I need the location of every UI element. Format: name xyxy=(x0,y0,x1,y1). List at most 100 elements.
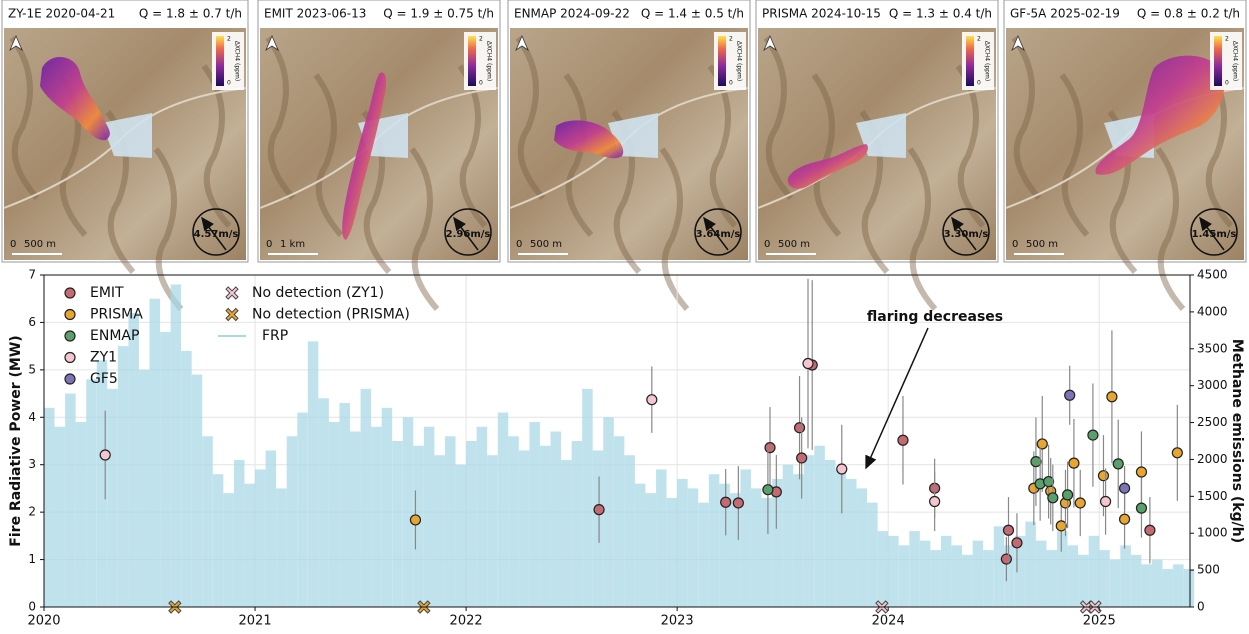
emission-point xyxy=(1120,514,1130,524)
frp-bar xyxy=(181,351,192,607)
frp-bar xyxy=(519,450,530,607)
colorbar-min: 0 xyxy=(227,80,231,87)
emission-point xyxy=(733,498,743,508)
emission-point xyxy=(1056,521,1066,531)
y2-axis-title: Methane emissions (kg/h) xyxy=(1229,339,1245,543)
frp-bar xyxy=(171,284,182,607)
frp-bar xyxy=(192,375,203,607)
emission-point xyxy=(1136,503,1146,513)
x-tick-label: 2023 xyxy=(661,614,694,629)
scale-label: 1 km xyxy=(280,239,305,250)
frp-bar xyxy=(667,498,678,607)
data-layer xyxy=(44,279,1194,613)
frp-bar xyxy=(656,469,667,607)
frp-bar xyxy=(382,408,393,607)
y-tick-label: 3 xyxy=(28,457,36,471)
frp-bar xyxy=(276,488,287,607)
panel-emission: Q = 0.8 ± 0.2 t/h xyxy=(1137,7,1240,21)
emission-point xyxy=(1069,458,1079,468)
frp-bar xyxy=(392,441,403,607)
frp-bar xyxy=(44,408,55,607)
frp-bar xyxy=(255,469,266,607)
y2-tick-label: 3000 xyxy=(1197,378,1228,392)
frp-bar xyxy=(614,436,625,607)
frp-bar xyxy=(593,450,604,607)
scale-label: 500 m xyxy=(1026,239,1058,250)
frp-bar xyxy=(403,417,414,607)
colorbar-min: 0 xyxy=(479,80,483,87)
frp-bar xyxy=(466,441,477,607)
frp-bar xyxy=(572,441,583,607)
frp-bar xyxy=(1163,569,1174,607)
frp-bar xyxy=(118,346,129,607)
x-tick-label: 2020 xyxy=(27,614,60,629)
frp-bar xyxy=(456,465,467,607)
frp-bar xyxy=(762,498,773,607)
legend-label: ENMAP xyxy=(90,328,139,344)
panel-emission: Q = 1.8 ± 0.7 t/h xyxy=(139,7,242,21)
frp-bar xyxy=(508,436,519,607)
colorbar xyxy=(966,36,974,86)
map-panel: ZY-1E 2020-04-21Q = 1.8 ± 0.7 t/h20ΔXCH4… xyxy=(2,0,248,309)
frp-bar xyxy=(297,413,308,607)
frp-bar xyxy=(994,526,1005,607)
legend-label: GF5 xyxy=(90,371,118,387)
frp-bar xyxy=(308,341,319,607)
emission-point xyxy=(1145,525,1155,535)
emission-point xyxy=(1107,392,1117,402)
frp-bar xyxy=(677,479,688,607)
emission-point xyxy=(1065,390,1075,400)
colorbar-label: ΔXCH4 (ppm) xyxy=(1232,41,1239,81)
frp-bar xyxy=(202,436,213,607)
legend-marker xyxy=(226,309,238,321)
colorbar-min: 0 xyxy=(729,80,733,87)
annotation: flaring decreases xyxy=(867,309,1003,325)
frp-bar xyxy=(529,422,540,607)
legend-marker xyxy=(226,287,238,299)
legend-marker xyxy=(65,288,75,298)
frp-bar xyxy=(867,503,878,607)
y-tick-label: 4 xyxy=(28,410,36,424)
legend-label: EMIT xyxy=(90,285,124,301)
y-axis-title: Fire Radiative Power (MW) xyxy=(8,335,24,546)
panels: ZY-1E 2020-04-21Q = 1.8 ± 0.7 t/h20ΔXCH4… xyxy=(2,0,1246,309)
frp-bar xyxy=(941,536,952,607)
frp-bar xyxy=(350,432,361,607)
colorbar-min: 0 xyxy=(1225,80,1229,87)
x-tick-label: 2025 xyxy=(1083,614,1116,629)
emission-point xyxy=(1048,493,1058,503)
emission-point xyxy=(803,359,813,369)
emission-point xyxy=(1098,471,1108,481)
frp-bar xyxy=(361,389,372,607)
frp-bar xyxy=(318,398,329,607)
scale-zero: 0 xyxy=(516,239,522,250)
y-tick-label: 1 xyxy=(28,552,36,566)
emission-point xyxy=(1003,525,1013,535)
frp-bar xyxy=(952,545,963,607)
frp-bar xyxy=(857,488,868,607)
legend-marker xyxy=(65,331,75,341)
emission-point xyxy=(1037,439,1047,449)
map-panel: EMIT 2023-06-13Q = 1.9 ± 0.75 t/h20ΔXCH4… xyxy=(258,0,500,309)
emission-point xyxy=(1136,467,1146,477)
colorbar-label: ΔXCH4 (ppm) xyxy=(486,41,493,81)
frp-bar xyxy=(1025,522,1036,607)
y-tick-label: 5 xyxy=(28,362,36,376)
wind-speed: 4.57m/s xyxy=(194,229,239,240)
frp-bar xyxy=(561,460,572,607)
y2-tick-label: 2000 xyxy=(1197,452,1228,466)
scale-label: 500 m xyxy=(24,239,56,250)
legend-label: No detection (ZY1) xyxy=(252,285,384,301)
emission-point xyxy=(1031,457,1041,467)
frp-bar xyxy=(1099,550,1110,607)
frp-bar xyxy=(244,484,255,607)
panel-sensor: PRISMA 2024-10-15 xyxy=(762,7,881,21)
emission-point xyxy=(1012,538,1022,548)
frp-bar xyxy=(1068,545,1079,607)
legend-marker xyxy=(65,353,75,363)
panel-sensor: ENMAP 2024-09-22 xyxy=(514,7,630,21)
frp-bar xyxy=(835,469,846,607)
frp-bar xyxy=(139,370,150,607)
